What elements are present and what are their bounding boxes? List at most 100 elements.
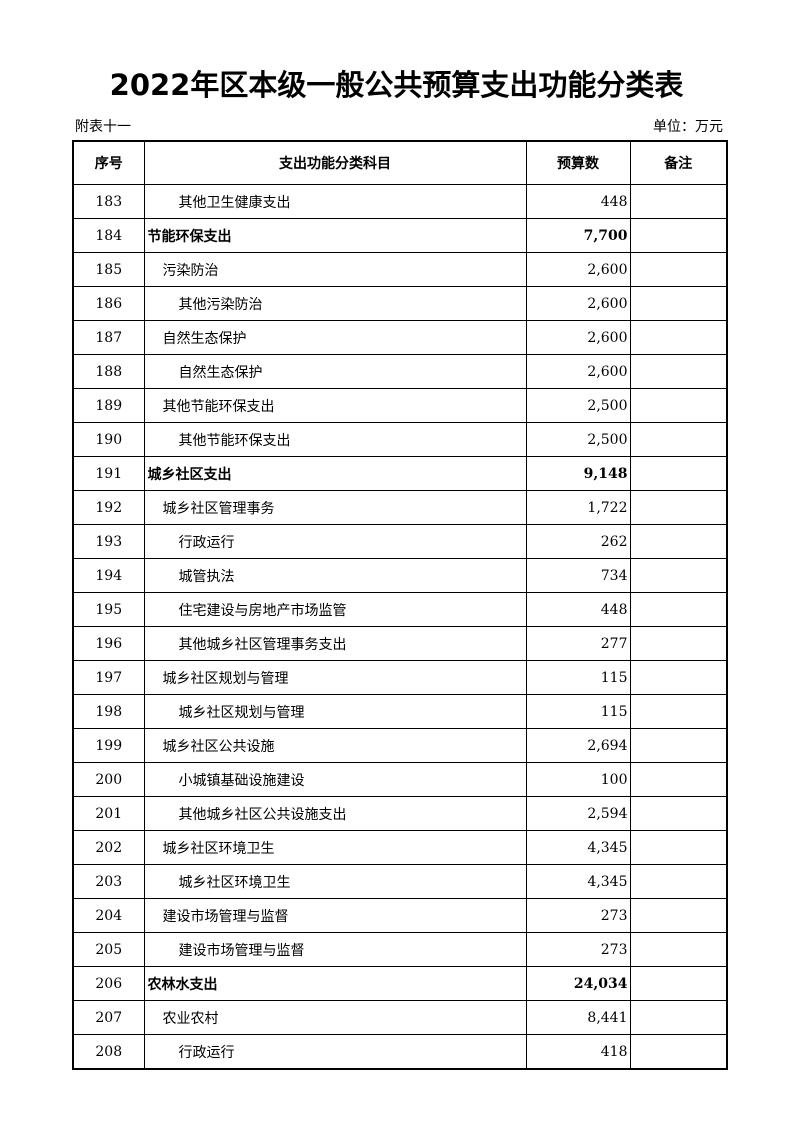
remark-cell [629, 320, 728, 355]
table-row: 198 城乡社区规划与管理 115 [72, 694, 728, 729]
budget-amount: 9,148 [525, 456, 631, 491]
remark-cell [629, 388, 728, 423]
budget-amount: 4,345 [525, 864, 631, 899]
budget-amount: 4,345 [525, 830, 631, 865]
remark-cell [629, 694, 728, 729]
category-name: 城乡社区管理事务 [143, 490, 527, 525]
budget-amount: 2,600 [525, 286, 631, 321]
budget-amount: 2,500 [525, 422, 631, 457]
header-amount: 预算数 [525, 140, 631, 185]
budget-amount: 2,600 [525, 252, 631, 287]
unit-label: 单位：万元 [653, 119, 723, 135]
budget-amount: 734 [525, 558, 631, 593]
row-number: 184 [72, 218, 145, 253]
remark-cell [629, 1000, 728, 1035]
category-name: 其他节能环保支出 [143, 422, 527, 457]
remark-cell [629, 524, 728, 559]
row-number: 193 [72, 524, 145, 559]
remark-cell [629, 354, 728, 389]
row-number: 198 [72, 694, 145, 729]
row-number: 208 [72, 1034, 145, 1070]
budget-amount: 273 [525, 898, 631, 933]
table-row: 205 建设市场管理与监督 273 [72, 932, 728, 967]
page-title: 2022年区本级一般公共预算支出功能分类表 [109, 68, 684, 102]
remark-cell [629, 762, 728, 797]
row-number: 197 [72, 660, 145, 695]
row-number: 203 [72, 864, 145, 899]
row-number: 192 [72, 490, 145, 525]
row-number: 188 [72, 354, 145, 389]
budget-amount: 2,594 [525, 796, 631, 831]
budget-amount: 24,034 [525, 966, 631, 1001]
category-name: 农林水支出 [143, 966, 527, 1001]
remark-cell [629, 660, 728, 695]
row-number: 190 [72, 422, 145, 457]
table-row: 195 住宅建设与房地产市场监管 448 [72, 592, 728, 627]
budget-amount: 448 [525, 592, 631, 627]
category-name: 节能环保支出 [143, 218, 527, 253]
row-number: 201 [72, 796, 145, 831]
row-number: 196 [72, 626, 145, 661]
category-name: 小城镇基础设施建设 [143, 762, 527, 797]
row-number: 185 [72, 252, 145, 287]
table-row: 207 农业农村 8,441 [72, 1000, 728, 1035]
category-name: 行政运行 [143, 1034, 527, 1070]
remark-cell [629, 864, 728, 899]
table-row: 186 其他污染防治 2,600 [72, 286, 728, 321]
row-number: 207 [72, 1000, 145, 1035]
remark-cell [629, 286, 728, 321]
row-number: 195 [72, 592, 145, 627]
table-row: 183 其他卫生健康支出 448 [72, 184, 728, 219]
category-name: 其他卫生健康支出 [143, 184, 527, 219]
table-row: 194 城管执法 734 [72, 558, 728, 593]
table-row: 200 小城镇基础设施建设 100 [72, 762, 728, 797]
row-number: 194 [72, 558, 145, 593]
category-name: 城乡社区环境卫生 [143, 830, 527, 865]
row-number: 200 [72, 762, 145, 797]
table-row: 189 其他节能环保支出 2,500 [72, 388, 728, 423]
table-row: 208 行政运行 418 [72, 1034, 728, 1070]
budget-amount: 2,600 [525, 320, 631, 355]
table-row: 203 城乡社区环境卫生 4,345 [72, 864, 728, 899]
budget-amount: 2,500 [525, 388, 631, 423]
header-row: 序号 支出功能分类科目 预算数 备注 [72, 140, 728, 185]
row-number: 186 [72, 286, 145, 321]
remark-cell [629, 252, 728, 287]
category-name: 住宅建设与房地产市场监管 [143, 592, 527, 627]
budget-amount: 115 [525, 660, 631, 695]
remark-cell [629, 422, 728, 457]
budget-amount: 7,700 [525, 218, 631, 253]
table-row: 191 城乡社区支出 9,148 [72, 456, 728, 491]
remark-cell [629, 966, 728, 1001]
table-row: 184 节能环保支出 7,700 [72, 218, 728, 253]
row-number: 205 [72, 932, 145, 967]
table-row: 196 其他城乡社区管理事务支出 277 [72, 626, 728, 661]
category-name: 行政运行 [143, 524, 527, 559]
category-name: 污染防治 [143, 252, 527, 287]
row-number: 199 [72, 728, 145, 763]
row-number: 204 [72, 898, 145, 933]
category-name: 其他城乡社区管理事务支出 [143, 626, 527, 661]
remark-cell [629, 898, 728, 933]
table-row: 188 自然生态保护 2,600 [72, 354, 728, 389]
category-name: 城乡社区支出 [143, 456, 527, 491]
category-name: 自然生态保护 [143, 354, 527, 389]
budget-amount: 2,694 [525, 728, 631, 763]
table-row: 201 其他城乡社区公共设施支出 2,594 [72, 796, 728, 831]
table-row: 206 农林水支出 24,034 [72, 966, 728, 1001]
table-row: 199 城乡社区公共设施 2,694 [72, 728, 728, 763]
category-name: 城乡社区公共设施 [143, 728, 527, 763]
row-number: 191 [72, 456, 145, 491]
table-row: 202 城乡社区环境卫生 4,345 [72, 830, 728, 865]
remark-cell [629, 626, 728, 661]
table-row: 197 城乡社区规划与管理 115 [72, 660, 728, 695]
category-name: 建设市场管理与监督 [143, 898, 527, 933]
row-number: 206 [72, 966, 145, 1001]
header-category: 支出功能分类科目 [143, 140, 527, 185]
remark-cell [629, 796, 728, 831]
category-name: 自然生态保护 [143, 320, 527, 355]
category-name: 城乡社区环境卫生 [143, 864, 527, 899]
remark-cell [629, 184, 728, 219]
category-name: 城乡社区规划与管理 [143, 694, 527, 729]
table-number: 附表十一 [75, 119, 131, 135]
